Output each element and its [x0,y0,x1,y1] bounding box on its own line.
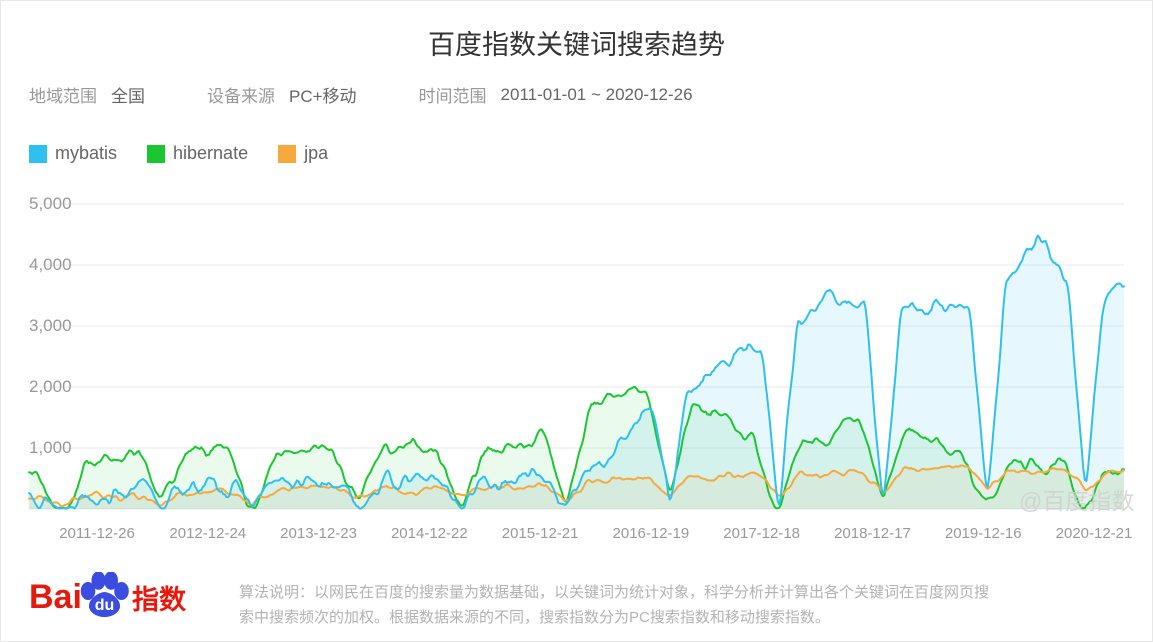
svg-text:指数: 指数 [132,585,187,615]
svg-text:Bai: Bai [29,578,82,616]
svg-text:du: du [95,597,115,614]
